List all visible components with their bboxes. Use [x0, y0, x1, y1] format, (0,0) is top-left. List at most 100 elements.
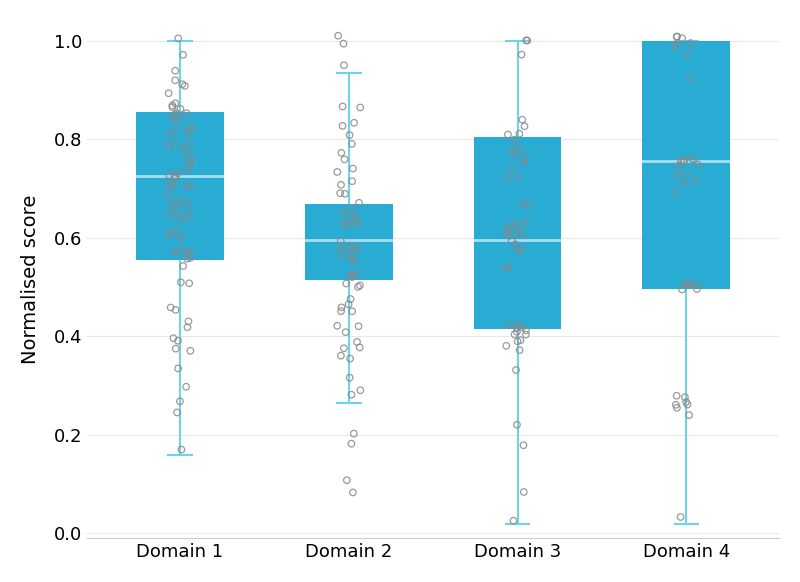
Point: [678, 393, 691, 402]
Point: [347, 429, 360, 438]
Point: [501, 224, 514, 233]
Point: [338, 219, 351, 228]
Point: [183, 158, 196, 167]
Point: [168, 173, 181, 183]
Point: [343, 373, 356, 382]
FancyBboxPatch shape: [305, 204, 393, 279]
Point: [511, 320, 524, 329]
Point: [352, 221, 365, 230]
Point: [182, 201, 195, 210]
Point: [175, 445, 188, 454]
Point: [354, 343, 366, 352]
Point: [178, 143, 190, 152]
Point: [680, 398, 693, 407]
Point: [350, 269, 363, 278]
Point: [174, 233, 187, 243]
Point: [172, 364, 185, 373]
Point: [346, 272, 358, 282]
Point: [518, 218, 531, 227]
Point: [180, 382, 193, 392]
Point: [337, 208, 350, 217]
Point: [346, 270, 359, 279]
Point: [336, 121, 349, 130]
Point: [183, 279, 196, 288]
Point: [163, 129, 176, 139]
Point: [162, 88, 175, 98]
Point: [501, 173, 514, 183]
Point: [162, 230, 175, 240]
Point: [510, 323, 523, 332]
Point: [173, 212, 186, 222]
Point: [514, 145, 526, 154]
Point: [346, 244, 358, 253]
Point: [510, 240, 522, 249]
Point: [174, 104, 187, 113]
Point: [170, 305, 182, 314]
Point: [338, 189, 351, 198]
Point: [335, 148, 348, 158]
Point: [184, 346, 197, 356]
Point: [346, 307, 358, 316]
Point: [181, 129, 194, 139]
Point: [506, 145, 519, 154]
Point: [167, 333, 180, 343]
Point: [166, 102, 179, 112]
Point: [512, 172, 525, 182]
Point: [334, 236, 347, 246]
Point: [346, 176, 358, 186]
Point: [684, 38, 697, 48]
Point: [686, 154, 698, 164]
Point: [678, 279, 691, 288]
Point: [170, 344, 182, 353]
Point: [518, 487, 530, 496]
Point: [508, 135, 521, 144]
Point: [345, 390, 358, 399]
Point: [678, 179, 690, 188]
Point: [184, 159, 197, 168]
Point: [690, 281, 703, 290]
Point: [336, 250, 349, 259]
Point: [170, 172, 182, 181]
Point: [513, 346, 526, 355]
Point: [169, 109, 182, 119]
Point: [177, 50, 190, 59]
Point: [690, 176, 702, 185]
Point: [670, 32, 683, 41]
Point: [180, 181, 193, 190]
Point: [339, 328, 352, 337]
Point: [181, 254, 194, 264]
Point: [510, 365, 522, 375]
Point: [185, 125, 198, 134]
FancyBboxPatch shape: [136, 112, 224, 260]
Point: [508, 330, 521, 339]
Point: [503, 231, 516, 240]
Point: [345, 242, 358, 251]
Point: [177, 196, 190, 205]
Point: [167, 248, 180, 257]
Point: [344, 204, 357, 213]
Point: [691, 160, 704, 169]
Point: [171, 246, 184, 255]
Point: [346, 139, 358, 148]
Point: [170, 408, 183, 417]
Point: [513, 129, 526, 139]
Point: [338, 155, 351, 164]
Point: [354, 386, 366, 395]
Point: [185, 182, 198, 191]
Point: [668, 189, 681, 198]
Point: [670, 170, 683, 179]
Point: [170, 197, 182, 206]
Point: [346, 255, 358, 264]
Point: [516, 230, 529, 240]
Point: [332, 31, 345, 40]
Point: [522, 201, 535, 210]
FancyBboxPatch shape: [642, 41, 730, 289]
Point: [500, 227, 513, 236]
Point: [507, 516, 520, 526]
Point: [182, 165, 194, 175]
Point: [510, 420, 523, 430]
Point: [165, 210, 178, 219]
Point: [183, 139, 196, 148]
Point: [174, 397, 186, 406]
Point: [344, 294, 357, 304]
